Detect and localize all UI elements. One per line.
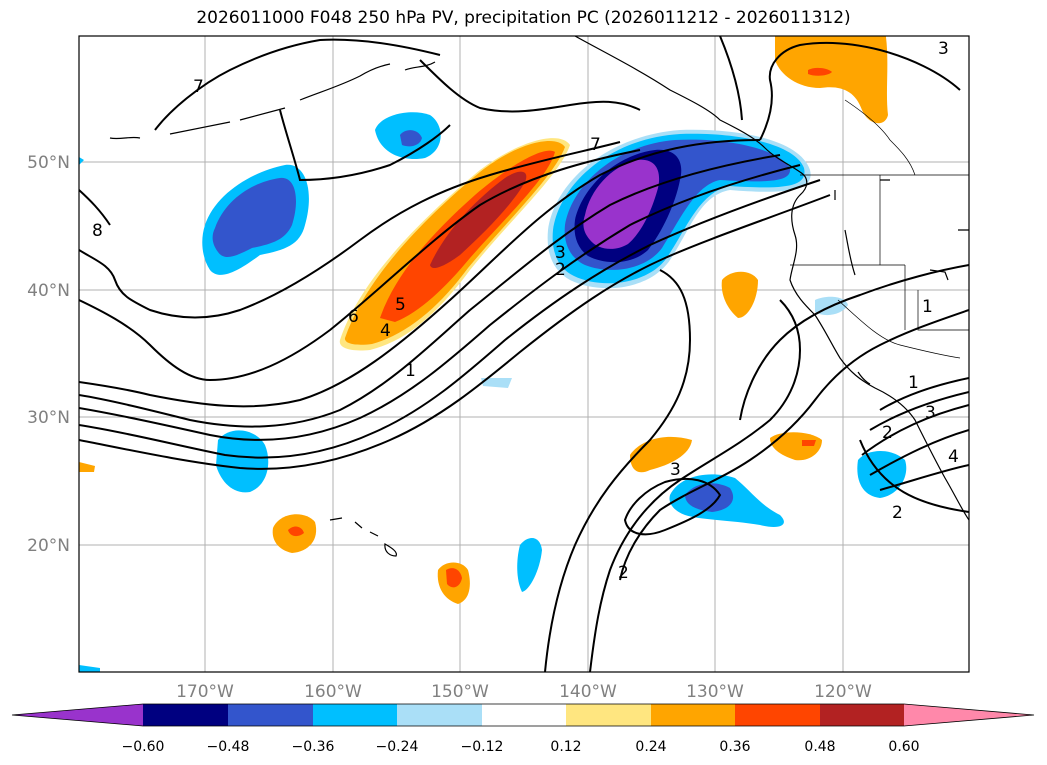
contour-label: 6 [348, 307, 359, 327]
lon-label: 120°W [814, 682, 872, 702]
contour-label: 3 [555, 243, 566, 263]
contour-label: 4 [948, 447, 959, 467]
colorbar-tick-label: 0.36 [719, 739, 750, 755]
colorbar-tick-label: 0.12 [550, 739, 581, 755]
colorbar-bin [228, 704, 313, 726]
contour-label: 1 [922, 297, 933, 317]
colorbar-outline [11, 703, 1035, 727]
colorbar-tick-label: 0.60 [888, 739, 919, 755]
lon-label: 170°W [176, 682, 234, 702]
contour-label: 2 [892, 503, 903, 523]
colorbar-tick-label: −0.12 [461, 739, 504, 755]
contour-label: 4 [380, 321, 391, 341]
lon-label: 140°W [559, 682, 617, 702]
colorbar-bin [820, 704, 904, 726]
colorbar-tick-label: −0.24 [376, 739, 419, 755]
contour-label: 1 [908, 373, 919, 393]
colorbar-bin [651, 704, 735, 726]
colorbar-bin [397, 704, 482, 726]
colorbar-tick-label: 0.48 [804, 739, 835, 755]
colorbar-tick-label: −0.60 [122, 739, 165, 755]
colorbar-bin [566, 704, 651, 726]
colorbar-bin [735, 704, 820, 726]
colorbar: −0.60 −0.48 −0.36 −0.24 −0.12 0.12 0.24 … [11, 703, 1035, 755]
contour-label: 5 [395, 295, 406, 315]
colorbar-bin [313, 704, 397, 726]
contour-label: 2 [555, 260, 566, 280]
colorbar-tick-label: −0.36 [292, 739, 335, 755]
contour-label: 8 [92, 221, 103, 241]
colorbar-bin [482, 704, 566, 726]
map-frame [78, 35, 970, 673]
lon-axis: 170°W 160°W 150°W 140°W 130°W 120°W [176, 682, 872, 702]
lon-label: 160°W [304, 682, 362, 702]
colorbar-tick-label: −0.48 [207, 739, 250, 755]
precip-positive-band [339, 138, 570, 351]
contour-label: 7 [590, 135, 601, 155]
lat-label: 20°N [27, 536, 70, 556]
contour-label: 7 [193, 77, 204, 97]
lon-label: 130°W [686, 682, 744, 702]
contour-label: 2 [882, 423, 893, 443]
lat-label: 50°N [27, 153, 70, 173]
colorbar-bin [143, 704, 228, 726]
lat-label: 30°N [27, 408, 70, 428]
contour-label: 3 [925, 403, 936, 423]
contour-label: 3 [938, 39, 949, 59]
contour-labels: 1 2 3 4 5 6 7 8 1 2 3 2 3 4 1 2 3 7 [92, 39, 959, 583]
contour-label: 3 [670, 460, 681, 480]
contour-label: 2 [618, 563, 629, 583]
contour-label: 1 [405, 361, 416, 381]
pv-contours [79, 36, 969, 672]
lon-label: 150°W [431, 682, 489, 702]
colorbar-extend-max [904, 704, 1034, 726]
coastlines [109, 36, 969, 557]
colorbar-extend-min [12, 704, 143, 726]
map-title: 2026011000 F048 250 hPa PV, precipitatio… [196, 8, 851, 28]
political-borders [790, 99, 969, 359]
colorbar-tick-label: 0.24 [635, 739, 666, 755]
precip-patches [79, 36, 907, 672]
lat-axis: 50°N 40°N 30°N 20°N [27, 153, 70, 556]
lat-label: 40°N [27, 281, 70, 301]
